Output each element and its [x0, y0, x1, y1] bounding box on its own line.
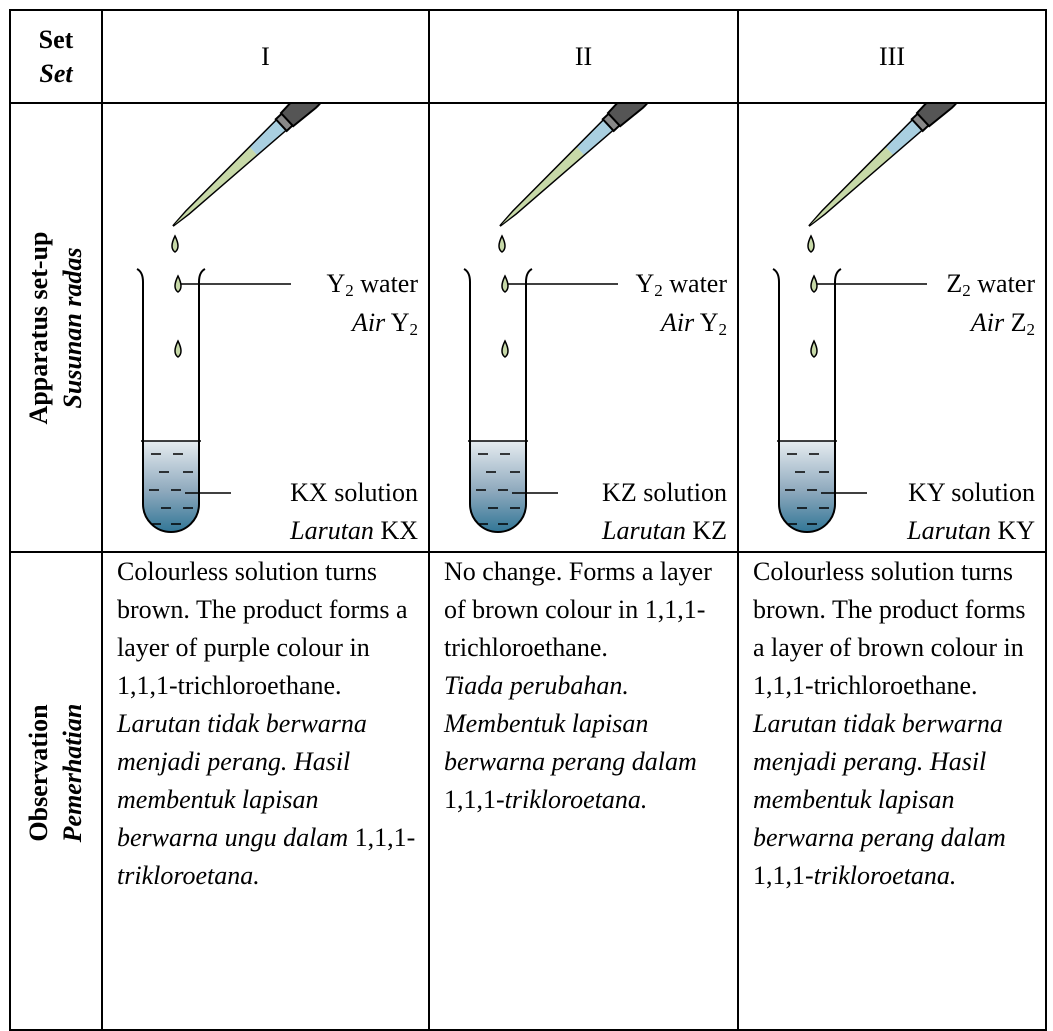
reagent-symbol: Y — [635, 269, 654, 298]
set-header: III — [737, 9, 1047, 104]
observation-ms-segment: Larutan tidak berwarna menjadi perang. H… — [753, 709, 1006, 852]
solution-label-en: KZ solution — [602, 474, 727, 512]
observation-label-en: Observation — [22, 704, 56, 843]
observation-cell: Colourless solution turns brown. The pro… — [737, 551, 1047, 1031]
observation-ms: Tiada perubahan. Membentuk lapisan berwa… — [444, 667, 729, 819]
reagent-suffix: water — [977, 269, 1035, 298]
observation-ms-segment: trikloroetana. — [814, 861, 957, 890]
reagent-prefix: Air — [971, 308, 1004, 337]
observation-ms-segment: 1,1,1- — [444, 785, 505, 814]
set-label-ms: Set — [39, 57, 72, 91]
reagent-label-ms: Air Z2 — [971, 304, 1035, 342]
set-label-cell: Set Set — [9, 9, 103, 104]
reagent-subscript: 2 — [410, 320, 419, 339]
observation-ms-segment: trikloroetana. — [117, 861, 260, 890]
apparatus-label-cell: Apparatus set-up Susunan radas — [9, 102, 103, 553]
solution-prefix: Larutan — [602, 516, 686, 545]
reagent-symbol: Z — [946, 269, 962, 298]
reagent-label-ms: Air Y2 — [352, 304, 418, 342]
observation-ms: Larutan tidak berwarna menjadi perang. H… — [117, 705, 420, 895]
apparatus-label-en: Apparatus set-up — [22, 231, 56, 424]
reagent-subscript: 2 — [345, 281, 354, 300]
solution-prefix: Larutan — [907, 516, 991, 545]
observation-ms-segment: 1,1,1- — [355, 823, 416, 852]
reagent-symbol: Y — [700, 308, 719, 337]
observation-en: No change. Forms a layer of brown colour… — [444, 553, 729, 667]
observation-en: Colourless solution turns brown. The pro… — [117, 553, 420, 705]
reagent-subscript: 2 — [1027, 320, 1036, 339]
solution-symbol: KZ — [692, 516, 727, 545]
solution-label-en: KX solution — [290, 474, 418, 512]
reagent-subscript: 2 — [962, 281, 971, 300]
solution-label-ms: Larutan KX — [290, 512, 418, 550]
set-name: II — [575, 42, 592, 72]
observation-label-cell: Observation Pemerhatian — [9, 551, 103, 1031]
reagent-label-en: Z2 water — [946, 265, 1035, 303]
solution-prefix: Larutan — [290, 516, 374, 545]
set-label-en: Set — [39, 23, 74, 57]
page: Set Set Apparatus set-up Susunan radas O… — [0, 0, 1053, 1011]
observation-label-ms: Pemerhatian — [56, 704, 90, 843]
observation-cell: No change. Forms a layer of brown colour… — [428, 551, 739, 1031]
reagent-suffix: water — [669, 269, 727, 298]
reagent-symbol: Z — [1011, 308, 1027, 337]
observation-cell: Colourless solution turns brown. The pro… — [101, 551, 430, 1031]
solution-label-ms: Larutan KY — [907, 512, 1035, 550]
solution-symbol: KY — [997, 516, 1035, 545]
observation-label: Observation Pemerhatian — [22, 704, 90, 843]
reagent-label-en: Y2 water — [635, 265, 727, 303]
reagent-symbol: Y — [326, 269, 345, 298]
set-name: I — [261, 42, 270, 72]
set-name: III — [879, 42, 905, 72]
reagent-prefix: Air — [352, 308, 385, 337]
apparatus-label: Apparatus set-up Susunan radas — [22, 231, 90, 424]
solution-label-en: KY solution — [908, 474, 1035, 512]
observation-en: Colourless solution turns brown. The pro… — [753, 553, 1037, 705]
set-header: II — [428, 9, 739, 104]
reagent-symbol: Y — [391, 308, 410, 337]
solution-symbol: KX — [380, 516, 418, 545]
solution-label-ms: Larutan KZ — [602, 512, 727, 550]
observation-ms-segment: trikloroetana. — [505, 785, 648, 814]
observation-ms-segment: Larutan tidak berwarna menjadi perang. H… — [117, 709, 367, 852]
apparatus-label-ms: Susunan radas — [56, 231, 90, 424]
reagent-subscript: 2 — [654, 281, 663, 300]
reagent-suffix: water — [360, 269, 418, 298]
set-header: I — [101, 9, 430, 104]
observation-ms-segment: 1,1,1- — [753, 861, 814, 890]
reagent-label-en: Y2 water — [326, 265, 418, 303]
observation-ms: Larutan tidak berwarna menjadi perang. H… — [753, 705, 1037, 895]
reagent-prefix: Air — [661, 308, 694, 337]
reagent-label-ms: Air Y2 — [661, 304, 727, 342]
observation-ms-segment: Tiada perubahan. Membentuk lapisan berwa… — [444, 671, 697, 776]
reagent-subscript: 2 — [719, 320, 728, 339]
